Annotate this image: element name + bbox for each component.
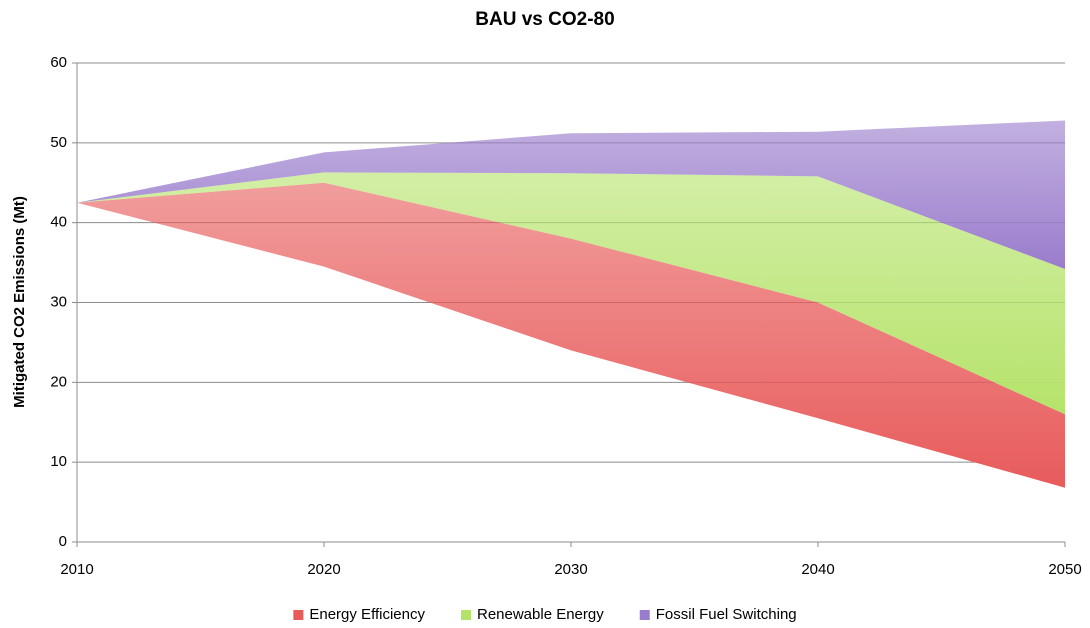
y-tick-label: 30 bbox=[50, 293, 67, 310]
area bbox=[77, 182, 1065, 488]
y-tick-label: 60 bbox=[50, 54, 67, 71]
y-tick-label: 20 bbox=[50, 373, 67, 390]
y-tick-label: 50 bbox=[50, 134, 67, 151]
x-tick-label: 2030 bbox=[554, 561, 587, 578]
legend-label: Fossil Fuel Switching bbox=[656, 606, 797, 623]
x-tick-label: 2020 bbox=[307, 561, 340, 578]
y-tick-label: 40 bbox=[50, 214, 67, 231]
legend-swatch bbox=[293, 610, 304, 620]
legend-label: Energy Efficiency bbox=[309, 606, 425, 623]
legend-swatch bbox=[460, 610, 471, 620]
legend-swatch bbox=[639, 610, 650, 620]
area bbox=[77, 172, 1065, 415]
y-tick-label: 0 bbox=[59, 533, 67, 550]
y-axis-label: Mitigated CO2 Emissions (Mt) bbox=[11, 196, 28, 408]
legend-label: Renewable Energy bbox=[477, 606, 604, 623]
y-tick-label: 10 bbox=[50, 453, 67, 470]
legend: Energy Efficiency Renewable Energy Fossil … bbox=[293, 606, 797, 623]
x-tick-label: 2010 bbox=[60, 561, 93, 578]
area bbox=[77, 120, 1065, 269]
x-tick-label: 2050 bbox=[1048, 561, 1081, 578]
chart-title: BAU vs CO2-80 bbox=[475, 9, 614, 30]
x-tick-label: 2040 bbox=[801, 561, 834, 578]
